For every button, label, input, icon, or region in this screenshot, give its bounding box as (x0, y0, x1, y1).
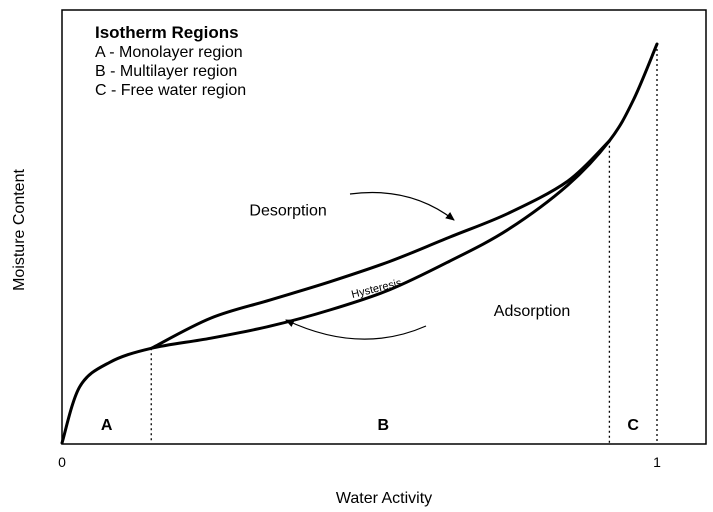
plot-frame (61, 9, 707, 445)
isotherm-curves (60, 42, 659, 445)
region-label-c: C (627, 417, 639, 434)
adsorption-arrow (285, 319, 427, 340)
desorption-label: Desorption (249, 202, 326, 219)
legend: Isotherm Regions A - Monolayer region B … (95, 23, 246, 99)
adsorption-curve (60, 42, 659, 445)
legend-item-multilayer: B - Multilayer region (95, 63, 237, 80)
legend-title: Isotherm Regions (95, 23, 239, 42)
region-boundaries (150, 44, 658, 443)
adsorption-label: Adsorption (494, 303, 571, 320)
legend-item-free-water: C - Free water region (95, 82, 246, 99)
desorption-arrow (349, 191, 455, 221)
hysteresis-label: Hysteresis (350, 277, 403, 301)
x-axis-label: Water Activity (336, 490, 432, 507)
region-label-b: B (378, 417, 390, 434)
desorption-curve (149, 139, 611, 350)
y-axis-label: Moisture Content (11, 169, 28, 291)
legend-item-monolayer: A - Monolayer region (95, 44, 243, 61)
x-tick-label: 1 (653, 454, 661, 470)
x-tick-label: 0 (58, 454, 66, 470)
region-labels: A B C (101, 417, 640, 434)
region-label-a: A (101, 417, 113, 434)
